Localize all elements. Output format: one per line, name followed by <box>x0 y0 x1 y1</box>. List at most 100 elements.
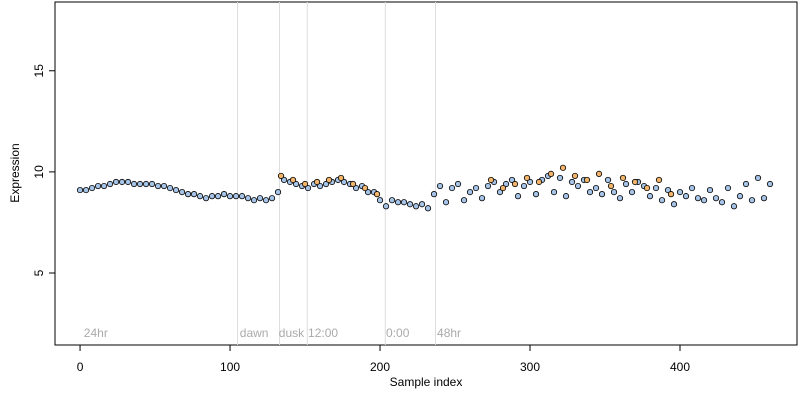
y-tick-label: 5 <box>32 269 46 276</box>
point <box>220 191 228 198</box>
point <box>574 182 582 190</box>
point <box>760 195 768 202</box>
annotation: 24hr <box>84 326 108 340</box>
point <box>112 178 120 186</box>
point <box>256 195 264 202</box>
point <box>742 180 750 188</box>
point <box>100 182 108 190</box>
point <box>655 176 663 184</box>
annotation: dawn <box>240 326 269 340</box>
point <box>694 195 702 202</box>
point <box>598 191 606 198</box>
point <box>484 182 492 190</box>
point <box>658 197 666 204</box>
point <box>430 191 438 198</box>
point <box>202 195 210 202</box>
point <box>313 178 321 186</box>
point <box>226 193 234 200</box>
point <box>523 174 531 182</box>
point <box>454 180 462 188</box>
point <box>607 182 615 190</box>
point <box>562 193 570 200</box>
point <box>124 178 132 186</box>
point <box>706 186 714 194</box>
y-axis-label: Expression <box>8 143 22 202</box>
point <box>400 199 408 206</box>
x-tick-label: 300 <box>520 360 540 374</box>
point <box>208 193 216 200</box>
point <box>316 182 324 190</box>
plot-frame <box>54 1 798 346</box>
point <box>325 176 333 184</box>
point <box>289 176 297 184</box>
point <box>571 172 579 180</box>
point <box>190 191 198 198</box>
point <box>652 184 660 192</box>
point <box>670 201 678 208</box>
y-tick-label: 10 <box>32 165 46 179</box>
point <box>412 203 420 210</box>
point <box>418 201 426 208</box>
point <box>559 164 567 171</box>
point <box>583 176 591 184</box>
point <box>268 195 276 202</box>
point <box>394 199 402 206</box>
point <box>736 193 744 200</box>
point <box>172 186 180 194</box>
point <box>304 184 312 192</box>
point <box>349 180 357 188</box>
point <box>667 191 675 198</box>
point <box>364 189 372 196</box>
annotation: 48hr <box>437 326 461 340</box>
point <box>352 184 360 192</box>
point <box>88 184 96 192</box>
point <box>568 178 576 186</box>
point <box>547 170 555 178</box>
point <box>646 193 654 200</box>
point <box>550 189 558 196</box>
point <box>94 182 102 190</box>
point <box>610 189 618 196</box>
point <box>487 176 495 184</box>
point <box>730 203 738 210</box>
point <box>712 195 720 202</box>
point <box>376 197 384 204</box>
point <box>82 186 90 194</box>
point <box>448 184 456 192</box>
point <box>337 174 345 182</box>
point <box>118 178 126 186</box>
point <box>424 205 432 212</box>
point <box>442 199 450 206</box>
point <box>496 189 504 196</box>
point <box>460 197 468 204</box>
point <box>472 184 480 192</box>
point <box>676 189 684 196</box>
point <box>238 193 246 200</box>
point <box>514 193 522 200</box>
point <box>130 180 138 188</box>
point <box>754 174 762 182</box>
point <box>520 182 528 190</box>
point <box>301 180 309 188</box>
point <box>136 180 144 188</box>
point <box>526 178 534 186</box>
point <box>622 180 630 188</box>
point <box>214 193 222 200</box>
x-tick-label: 100 <box>220 360 240 374</box>
point <box>532 191 540 198</box>
point <box>277 172 285 180</box>
point <box>292 180 300 188</box>
point <box>508 176 516 184</box>
point <box>196 193 204 200</box>
point <box>586 189 594 196</box>
annotation: 12:00 <box>308 326 338 340</box>
point <box>631 178 639 186</box>
point <box>535 178 543 186</box>
point <box>664 186 672 194</box>
point <box>766 180 774 188</box>
point <box>556 174 564 182</box>
point <box>160 182 168 190</box>
point <box>628 189 636 196</box>
